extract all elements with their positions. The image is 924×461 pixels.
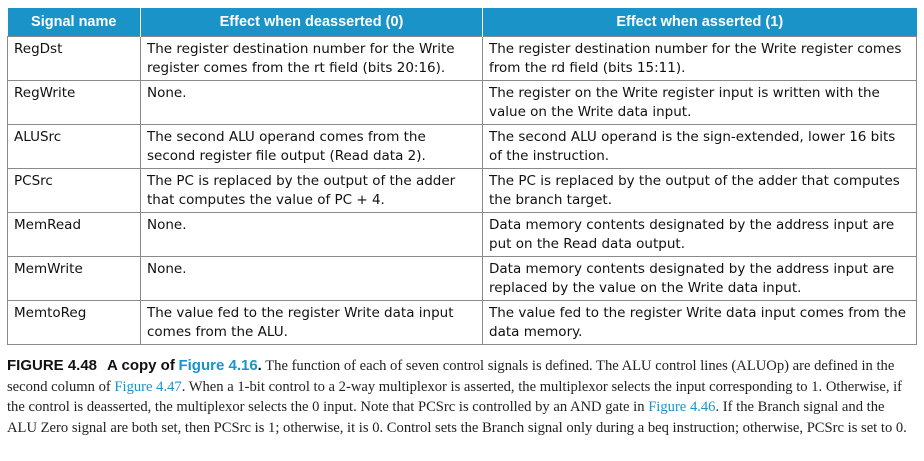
cell-deasserted: The register destination number for the … <box>140 36 483 81</box>
control-signals-table-container: Signal name Effect when deasserted (0) E… <box>7 8 917 345</box>
table-row: ALUSrc The second ALU operand comes from… <box>7 124 917 169</box>
cell-signal: ALUSrc <box>7 124 141 169</box>
cell-signal: MemtoReg <box>7 300 141 345</box>
control-signals-table: Signal name Effect when deasserted (0) E… <box>7 8 917 345</box>
table-row: PCSrc The PC is replaced by the output o… <box>7 168 917 213</box>
cell-asserted: The second ALU operand is the sign-exten… <box>482 124 917 169</box>
figure-label: FIGURE 4.48 <box>7 357 98 374</box>
figure-title-prefix: A copy of <box>107 357 175 374</box>
table-header-row: Signal name Effect when deasserted (0) E… <box>7 8 917 37</box>
cell-signal: MemRead <box>7 212 141 257</box>
cell-asserted: The register on the Write register input… <box>482 80 917 125</box>
table-row: RegWrite None. The register on the Write… <box>7 80 917 125</box>
cell-deasserted: None. <box>140 256 483 301</box>
cell-asserted: Data memory contents designated by the a… <box>482 212 917 257</box>
table-row: RegDst The register destination number f… <box>7 36 917 81</box>
cell-signal: PCSrc <box>7 168 141 213</box>
caption-text-1: The function of each of seven control si… <box>7 358 895 395</box>
cell-signal: MemWrite <box>7 256 141 301</box>
cell-asserted: The value fed to the register Write data… <box>482 300 917 345</box>
cell-signal: RegWrite <box>7 80 141 125</box>
table-row: MemWrite None. Data memory contents desi… <box>7 256 917 301</box>
figure-4-47-link[interactable]: Figure 4.47 <box>114 378 182 395</box>
cell-deasserted: The PC is replaced by the output of the … <box>140 168 483 213</box>
table-row: MemtoReg The value fed to the register W… <box>7 300 917 345</box>
figure-caption: FIGURE 4.48 A copy of Figure 4.16. The fu… <box>7 356 917 438</box>
header-asserted: Effect when asserted (1) <box>482 8 917 37</box>
table-row: MemRead None. Data memory contents desig… <box>7 212 917 257</box>
cell-asserted: Data memory contents designated by the a… <box>482 256 917 301</box>
header-signal-name: Signal name <box>7 8 141 37</box>
cell-deasserted: The second ALU operand comes from the se… <box>140 124 483 169</box>
caption-text-3: . If the Branch signal and the ALU Zero … <box>7 399 907 436</box>
caption-text-2: . When a 1-bit control to a 2-way multip… <box>7 378 903 416</box>
header-deasserted: Effect when deasserted (0) <box>140 8 483 37</box>
cell-deasserted: None. <box>140 80 483 125</box>
cell-signal: RegDst <box>7 36 141 81</box>
cell-asserted: The register destination number for the … <box>482 36 917 81</box>
cell-deasserted: The value fed to the register Write data… <box>140 300 483 345</box>
figure-4-16-link[interactable]: Figure 4.16 <box>178 357 258 374</box>
cell-asserted: The PC is replaced by the output of the … <box>482 168 917 213</box>
cell-deasserted: None. <box>140 212 483 257</box>
figure-4-46-link[interactable]: Figure 4.46 <box>648 399 716 415</box>
figure-title-suffix: . <box>257 357 262 374</box>
